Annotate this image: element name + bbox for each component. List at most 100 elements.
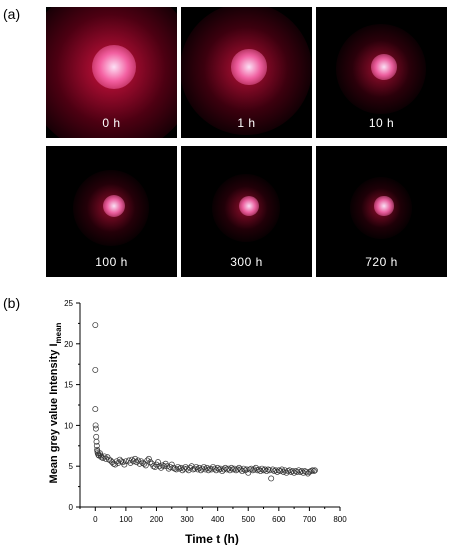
x-tick-label: 100 [119, 515, 133, 524]
data-point [145, 455, 152, 462]
y-axis-label: Mean grey value Intensity Imean [48, 322, 63, 483]
intensity-scatter-chart: 0 100 200 300 400 500 600 700 800 0 5 10 15 20 25 Time… [48, 299, 347, 545]
y-tick-label: 0 [69, 503, 74, 512]
data-point [121, 461, 128, 468]
data-point [231, 465, 238, 472]
data-point [118, 458, 125, 465]
data-point [141, 460, 148, 467]
data-point [263, 468, 270, 475]
data-point [165, 465, 172, 472]
data-point [225, 465, 232, 472]
data-point [246, 466, 253, 473]
data-point [243, 466, 250, 473]
data-point [291, 469, 298, 476]
data-point [245, 469, 252, 476]
data-point [229, 466, 236, 473]
data-point [220, 466, 227, 473]
data-point [92, 322, 99, 328]
data-point [96, 450, 103, 457]
data-point [205, 467, 212, 474]
data-point [171, 465, 178, 472]
data-point [216, 466, 223, 473]
image-grid: 0 h 1 h 10 h 100 h 300 h 720 h [46, 7, 449, 277]
data-point [269, 466, 276, 473]
x-tick-label: 600 [272, 515, 286, 524]
data-point [202, 466, 209, 473]
image-time-label: 10 h [368, 116, 395, 130]
data-point [280, 468, 287, 475]
x-tick-label: 300 [180, 515, 194, 524]
data-point [251, 466, 258, 473]
data-point [150, 463, 157, 470]
data-point [289, 468, 296, 475]
data-point [113, 458, 120, 465]
data-point [292, 468, 299, 475]
x-tick-label: 800 [333, 515, 347, 524]
data-point [214, 464, 221, 471]
data-point [197, 467, 204, 474]
y-tick-label: 10 [64, 421, 73, 430]
x-tick-label: 400 [211, 515, 225, 524]
fluorescence-core [371, 54, 397, 80]
data-point [92, 422, 99, 429]
fluorescence-core [374, 196, 394, 216]
fluorescence-core [238, 195, 260, 217]
data-point [187, 464, 194, 471]
data-point [271, 468, 278, 475]
image-time-label: 100 h [95, 255, 128, 269]
data-point [112, 461, 119, 468]
data-point [199, 465, 206, 472]
y-tick-label: 25 [64, 299, 73, 308]
chart-points [92, 322, 318, 482]
image-tile: 300 h [181, 146, 312, 277]
data-point [298, 468, 305, 475]
data-point [194, 466, 201, 473]
data-point [184, 465, 191, 472]
image-tile: 10 h [316, 7, 447, 138]
data-point [248, 465, 255, 472]
x-tick-label: 700 [303, 515, 317, 524]
data-point [115, 459, 122, 466]
data-point [156, 463, 163, 470]
data-point [222, 464, 229, 471]
data-point [295, 467, 302, 474]
data-point [266, 467, 273, 474]
data-point [288, 468, 295, 475]
y-tick-label: 5 [69, 462, 74, 471]
data-point [297, 468, 304, 475]
data-point [144, 457, 151, 464]
data-point [268, 475, 275, 482]
data-point [277, 468, 284, 475]
image-time-label: 720 h [365, 255, 398, 269]
data-point [155, 459, 161, 466]
data-point [93, 433, 100, 440]
data-point [307, 468, 314, 475]
data-point [92, 366, 99, 373]
data-point [262, 466, 269, 473]
data-point [240, 465, 247, 472]
data-point [300, 469, 307, 476]
data-point [93, 438, 100, 445]
y-tick-label: 20 [64, 340, 73, 349]
image-time-label: 300 h [230, 255, 263, 269]
y-tick-label: 15 [64, 381, 73, 390]
data-point [168, 461, 175, 468]
data-point [274, 468, 281, 475]
data-point [191, 465, 198, 472]
data-point [107, 457, 114, 464]
data-point [303, 468, 310, 475]
data-point [135, 457, 142, 464]
data-point [99, 455, 106, 461]
fluorescence-core [231, 49, 267, 85]
data-point [174, 464, 181, 470]
image-time-label: 1 h [237, 116, 256, 130]
data-point [228, 464, 235, 471]
data-point [265, 466, 272, 473]
image-tile: 100 h [46, 146, 177, 277]
fluorescence-core [92, 45, 136, 89]
data-point [236, 464, 243, 471]
data-point [92, 406, 99, 413]
data-point [294, 468, 301, 475]
data-point [255, 466, 262, 473]
data-point [311, 467, 318, 474]
